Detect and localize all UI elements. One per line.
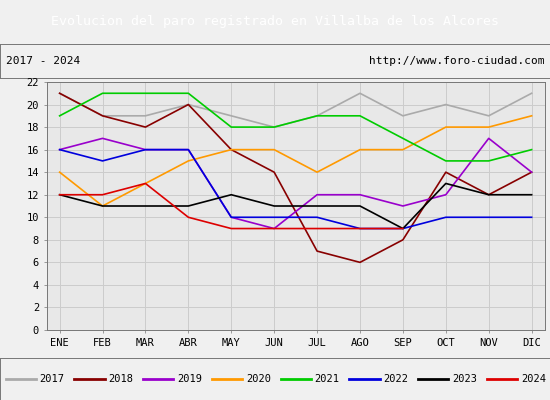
Text: 2017 - 2024: 2017 - 2024 (6, 56, 80, 66)
Text: 2022: 2022 (383, 374, 408, 384)
Text: 2018: 2018 (108, 374, 133, 384)
Text: Evolucion del paro registrado en Villalba de los Alcores: Evolucion del paro registrado en Villalb… (51, 16, 499, 28)
Text: 2019: 2019 (177, 374, 202, 384)
Text: http://www.foro-ciudad.com: http://www.foro-ciudad.com (369, 56, 544, 66)
Text: 2017: 2017 (40, 374, 64, 384)
Text: 2021: 2021 (315, 374, 339, 384)
Text: 2024: 2024 (521, 374, 546, 384)
Text: 2020: 2020 (246, 374, 271, 384)
Text: 2023: 2023 (452, 374, 477, 384)
